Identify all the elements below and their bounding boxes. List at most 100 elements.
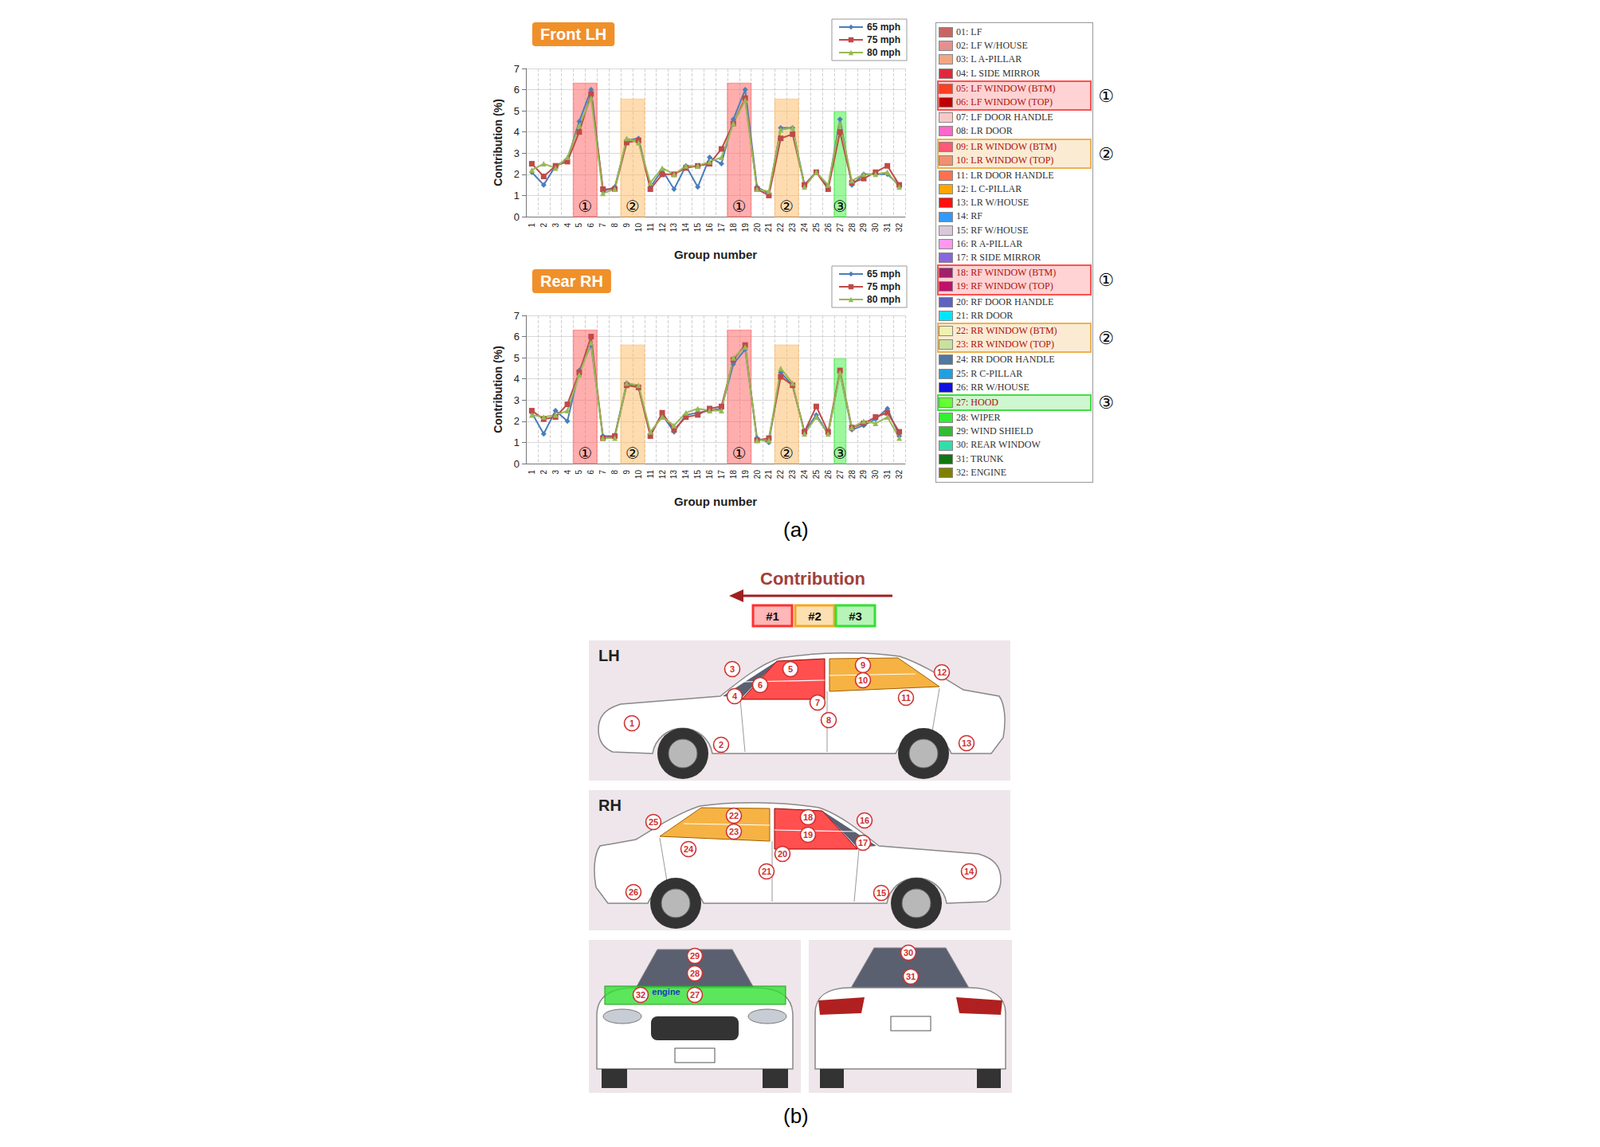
svg-text:21: 21	[761, 866, 772, 877]
svg-text:18: 18	[729, 223, 738, 233]
svg-text:14: 14	[681, 470, 691, 480]
svg-text:75 mph: 75 mph	[866, 281, 901, 293]
svg-text:1: 1	[527, 470, 537, 475]
svg-text:0: 0	[513, 458, 520, 471]
svg-text:6: 6	[513, 330, 520, 343]
svg-text:4: 4	[732, 691, 738, 702]
svg-text:7: 7	[598, 470, 608, 475]
svg-text:Contribution: Contribution	[760, 568, 866, 589]
svg-text:28: 28	[690, 968, 700, 979]
svg-text:80 mph: 80 mph	[866, 47, 901, 59]
svg-text:20: 20	[752, 223, 762, 233]
svg-text:15: 15	[876, 888, 887, 899]
svg-text:30: 30	[870, 470, 880, 480]
svg-text:①: ①	[732, 196, 747, 216]
svg-text:80 mph: 80 mph	[866, 294, 901, 306]
svg-text:25: 25	[811, 470, 821, 480]
svg-text:75 mph: 75 mph	[866, 34, 901, 46]
svg-text:17: 17	[858, 838, 868, 848]
svg-text:10: 10	[858, 675, 868, 686]
svg-text:17: 17	[717, 223, 726, 233]
svg-text:10: 10	[634, 223, 644, 233]
svg-text:1: 1	[629, 718, 635, 729]
svg-text:8: 8	[610, 223, 620, 228]
svg-text:5: 5	[513, 105, 520, 118]
svg-text:①: ①	[577, 443, 593, 463]
svg-text:21: 21	[764, 470, 773, 480]
svg-text:6: 6	[586, 470, 596, 475]
svg-text:31: 31	[882, 470, 892, 480]
svg-text:1: 1	[513, 189, 520, 202]
svg-text:3: 3	[551, 470, 561, 475]
svg-text:2: 2	[539, 223, 549, 228]
svg-text:11: 11	[646, 470, 655, 479]
svg-text:18: 18	[803, 812, 813, 823]
svg-text:22: 22	[776, 470, 785, 480]
svg-text:1: 1	[527, 223, 537, 228]
svg-text:5: 5	[574, 223, 584, 228]
svg-text:13: 13	[669, 223, 679, 233]
svg-text:65 mph: 65 mph	[866, 268, 901, 280]
svg-text:5: 5	[788, 664, 793, 675]
svg-text:7: 7	[815, 698, 820, 708]
svg-text:7: 7	[598, 223, 608, 228]
svg-text:6: 6	[757, 680, 763, 691]
svg-text:20: 20	[752, 470, 762, 480]
svg-text:27: 27	[835, 470, 845, 480]
svg-text:2: 2	[539, 470, 549, 475]
svg-text:31: 31	[882, 223, 892, 233]
svg-text:4: 4	[513, 125, 520, 138]
svg-text:16: 16	[859, 815, 870, 826]
svg-text:21: 21	[764, 223, 773, 233]
svg-text:26: 26	[823, 223, 833, 233]
svg-text:#1: #1	[765, 609, 780, 624]
svg-text:27: 27	[835, 223, 845, 233]
svg-text:19: 19	[741, 470, 750, 480]
svg-text:17: 17	[717, 470, 726, 480]
svg-text:4: 4	[513, 372, 520, 385]
svg-text:26: 26	[823, 470, 833, 480]
svg-text:11: 11	[646, 223, 655, 232]
svg-text:Group number: Group number	[674, 494, 757, 509]
svg-text:23: 23	[788, 223, 797, 233]
svg-text:16: 16	[705, 470, 714, 480]
svg-text:3: 3	[551, 223, 561, 228]
svg-text:4: 4	[563, 223, 573, 228]
svg-text:18: 18	[729, 470, 738, 480]
svg-text:②: ②	[779, 443, 794, 463]
svg-text:Contribution (%): Contribution (%)	[491, 345, 505, 434]
svg-text:②: ②	[779, 196, 794, 216]
svg-text:2: 2	[513, 168, 520, 181]
svg-text:32: 32	[894, 223, 904, 233]
svg-text:#2: #2	[807, 609, 822, 624]
svg-text:2: 2	[513, 415, 520, 428]
svg-text:LH: LH	[598, 647, 620, 665]
svg-text:②: ②	[625, 443, 640, 463]
svg-text:20: 20	[777, 849, 788, 859]
svg-text:23: 23	[788, 470, 797, 480]
svg-text:12: 12	[937, 667, 947, 678]
svg-text:9: 9	[622, 223, 632, 228]
svg-text:11: 11	[901, 693, 911, 703]
svg-text:29: 29	[858, 470, 868, 480]
svg-text:③: ③	[832, 443, 848, 463]
svg-text:Group number: Group number	[674, 247, 757, 262]
svg-text:12: 12	[658, 223, 667, 233]
svg-text:30: 30	[870, 223, 880, 233]
svg-text:25: 25	[811, 223, 821, 233]
svg-text:5: 5	[513, 352, 520, 365]
svg-text:15: 15	[693, 470, 702, 480]
svg-text:3: 3	[513, 147, 520, 160]
svg-text:6: 6	[586, 223, 596, 228]
svg-text:13: 13	[961, 738, 972, 749]
svg-text:8: 8	[826, 715, 832, 726]
svg-text:4: 4	[563, 470, 573, 475]
svg-text:8: 8	[610, 470, 620, 475]
svg-text:29: 29	[858, 223, 868, 233]
svg-text:0: 0	[513, 211, 520, 224]
svg-text:9: 9	[860, 660, 866, 671]
svg-text:24: 24	[800, 470, 809, 480]
svg-text:9: 9	[622, 470, 632, 475]
svg-text:7: 7	[513, 309, 520, 322]
svg-text:19: 19	[803, 830, 813, 840]
